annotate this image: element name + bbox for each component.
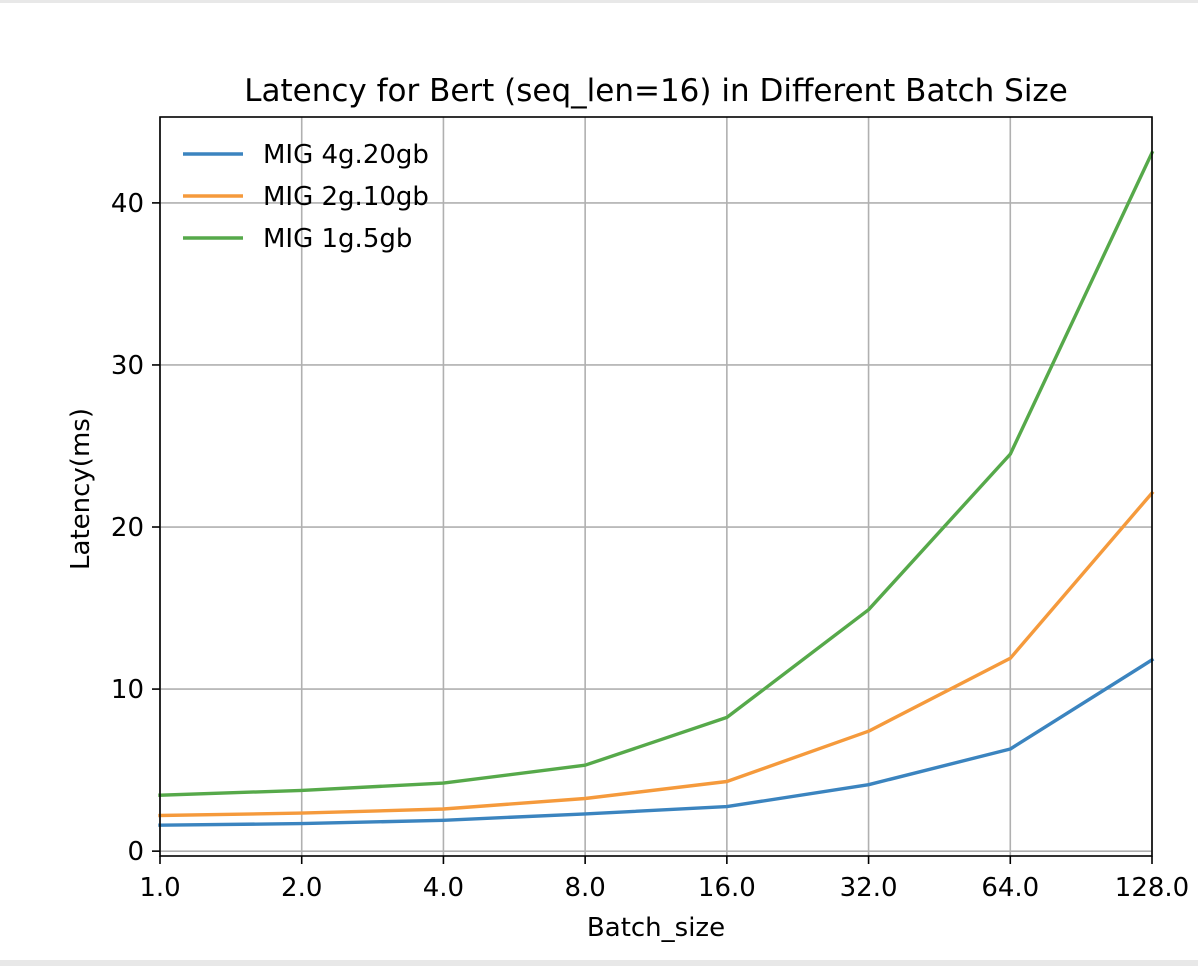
grid [159,117,1153,856]
chart-title: Latency for Bert (seq_len=16) in Differe… [244,73,1068,109]
x-tick-label: 8.0 [564,873,605,903]
y-tick-label: 10 [111,675,144,705]
y-tick-label: 0 [127,837,144,867]
series-line-3 [158,150,1155,797]
series-lines [158,150,1155,827]
x-axis-label: Batch_size [587,913,725,943]
x-tick-label: 128.0 [1115,873,1189,903]
y-tick-label: 30 [111,351,144,381]
y-axis-ticks: 0 10 20 30 40 [111,189,160,867]
y-tick-label: 20 [111,513,144,543]
x-tick-label: 2.0 [281,873,322,903]
y-tick-label: 40 [111,189,144,219]
legend-label: MIG 1g.5gb [263,224,412,254]
x-axis-ticks: 1.0 2.0 4.0 8.0 16.0 32.0 64.0 128.0 [139,856,1189,903]
series-line-2 [158,490,1155,818]
series-line-1 [158,657,1155,827]
y-axis-label: Latency(ms) [66,408,96,570]
plot-area-frame [159,116,1153,857]
top-border [0,0,1198,3]
legend: MIG 4g.20gb MIG 2g.10gb MIG 1g.5gb [183,140,429,254]
x-tick-label: 16.0 [698,873,756,903]
x-tick-label: 4.0 [423,873,464,903]
legend-label: MIG 2g.10gb [263,182,429,212]
x-tick-label: 32.0 [840,873,898,903]
legend-label: MIG 4g.20gb [263,140,429,170]
x-tick-label: 1.0 [139,873,180,903]
x-tick-label: 64.0 [981,873,1039,903]
bottom-border [0,960,1198,966]
